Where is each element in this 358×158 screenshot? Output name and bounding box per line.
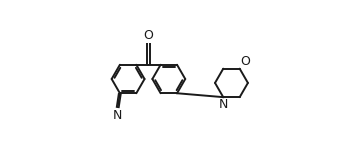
Text: N: N — [218, 98, 228, 111]
Text: N: N — [113, 109, 122, 122]
Text: O: O — [241, 55, 250, 68]
Text: O: O — [144, 29, 153, 42]
